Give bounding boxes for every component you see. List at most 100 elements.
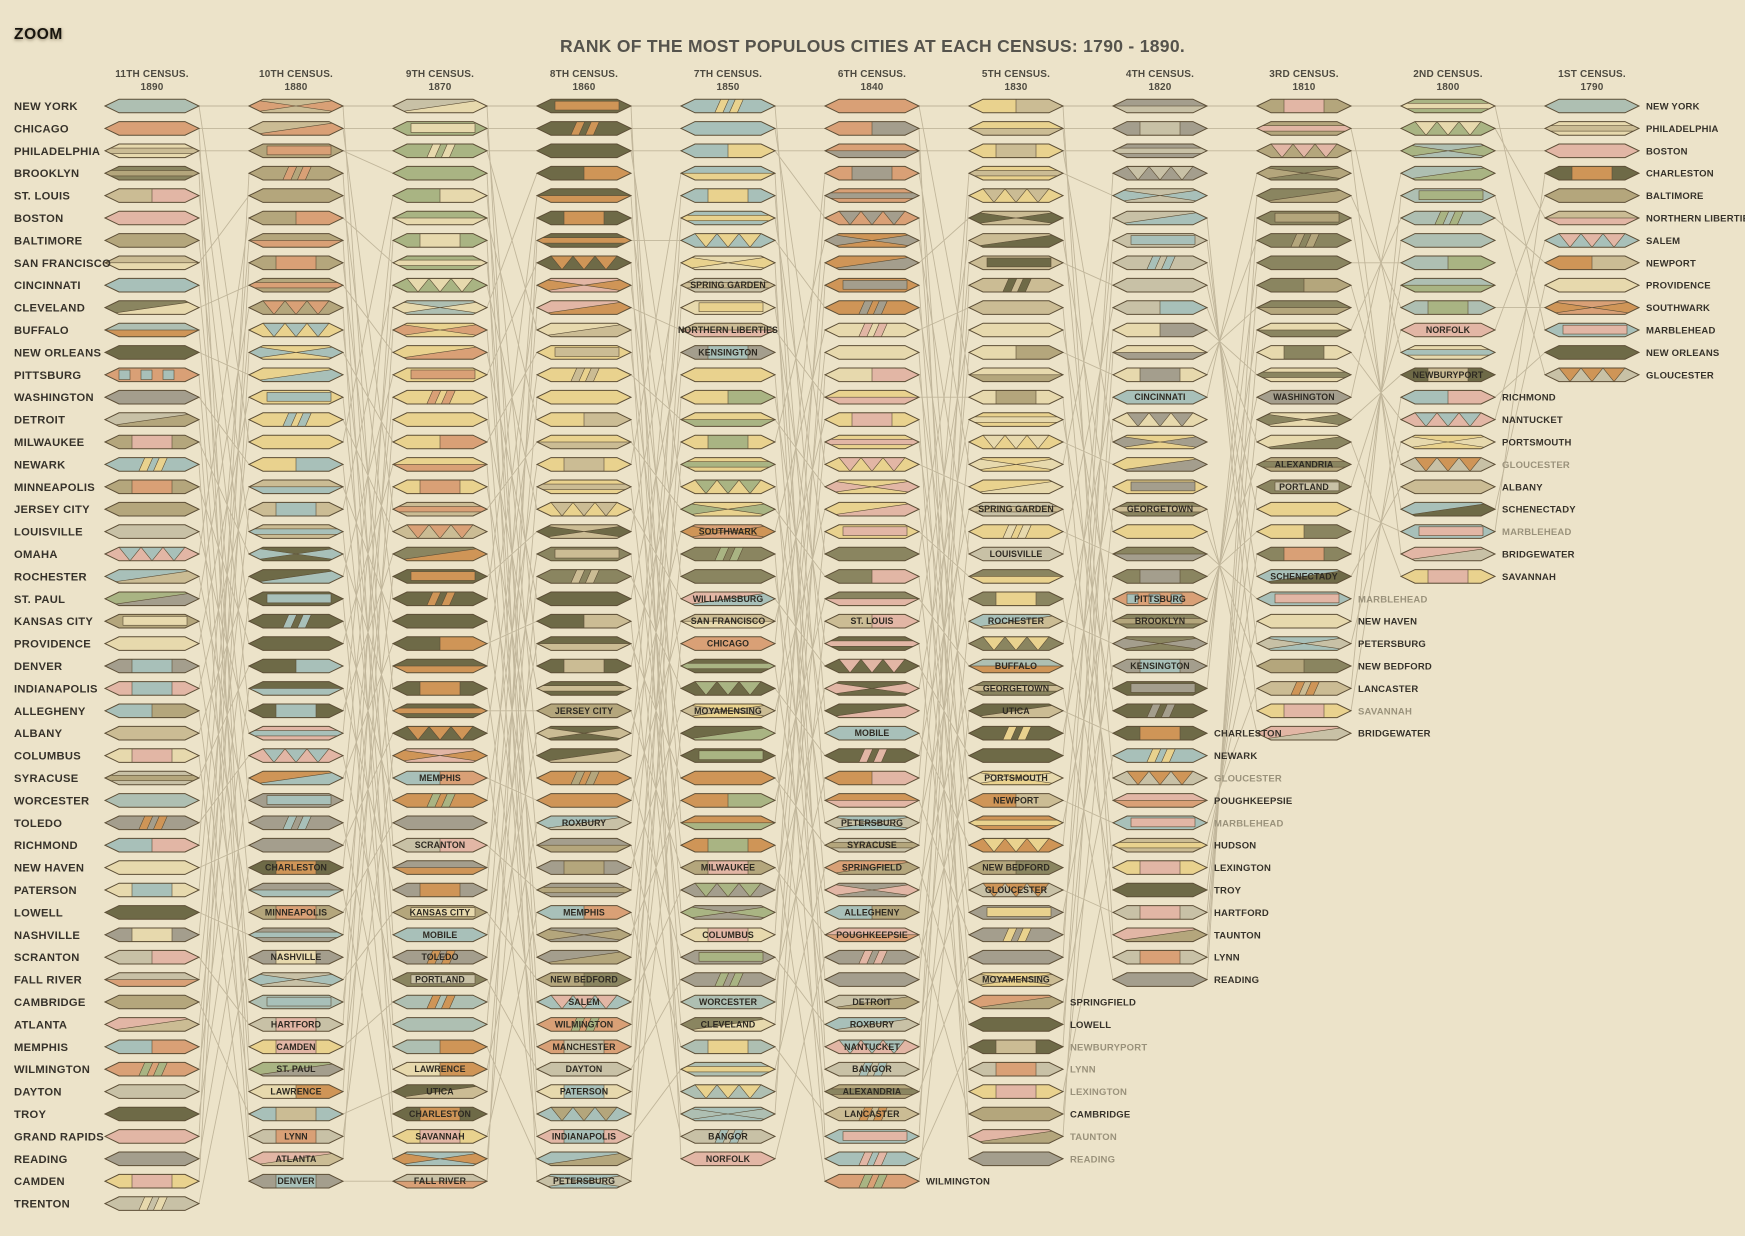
city-capsule[interactable]: [967, 860, 1065, 875]
city-capsule[interactable]: [679, 457, 777, 472]
city-capsule[interactable]: [1399, 501, 1497, 517]
city-capsule[interactable]: [247, 367, 345, 383]
city-capsule[interactable]: [535, 300, 633, 315]
city-capsule[interactable]: [391, 613, 489, 629]
city-capsule[interactable]: [967, 1129, 1065, 1144]
city-capsule[interactable]: [247, 1084, 345, 1099]
city-capsule[interactable]: [823, 524, 921, 539]
city-capsule[interactable]: [103, 770, 201, 786]
city-capsule[interactable]: [535, 770, 633, 786]
city-capsule[interactable]: [391, 658, 489, 674]
city-capsule[interactable]: [823, 1017, 921, 1032]
city-capsule[interactable]: [247, 210, 345, 226]
city-capsule[interactable]: [1111, 322, 1209, 338]
city-capsule[interactable]: [247, 165, 345, 181]
city-capsule[interactable]: [535, 98, 633, 114]
city-capsule[interactable]: [103, 143, 201, 159]
city-capsule[interactable]: [679, 703, 777, 719]
city-capsule[interactable]: [535, 277, 633, 293]
city-capsule[interactable]: [247, 770, 345, 786]
city-capsule[interactable]: [535, 860, 633, 875]
city-capsule[interactable]: [1255, 165, 1353, 181]
city-capsule[interactable]: [679, 524, 777, 539]
city-capsule[interactable]: [391, 479, 489, 495]
city-capsule[interactable]: [1255, 300, 1353, 315]
city-capsule[interactable]: [535, 434, 633, 450]
city-capsule[interactable]: [679, 748, 777, 763]
city-capsule[interactable]: [823, 725, 921, 741]
city-capsule[interactable]: [679, 1084, 777, 1099]
city-capsule[interactable]: [1543, 121, 1641, 136]
city-capsule[interactable]: [247, 1061, 345, 1077]
city-capsule[interactable]: [679, 1129, 777, 1144]
city-capsule[interactable]: [247, 389, 345, 405]
city-capsule[interactable]: [967, 1151, 1065, 1167]
city-capsule[interactable]: [247, 143, 345, 159]
city-capsule[interactable]: [391, 837, 489, 853]
city-capsule[interactable]: [679, 681, 777, 696]
city-capsule[interactable]: [1111, 188, 1209, 203]
city-capsule[interactable]: [535, 658, 633, 674]
city-capsule[interactable]: [1399, 367, 1497, 383]
city-capsule[interactable]: [823, 972, 921, 987]
city-capsule[interactable]: [967, 546, 1065, 562]
city-capsule[interactable]: [247, 188, 345, 203]
city-capsule[interactable]: [823, 457, 921, 472]
city-capsule[interactable]: [391, 501, 489, 517]
city-capsule[interactable]: [967, 837, 1065, 853]
city-capsule[interactable]: [1111, 143, 1209, 159]
city-capsule[interactable]: [967, 143, 1065, 159]
city-capsule[interactable]: [1399, 412, 1497, 427]
city-capsule[interactable]: [391, 770, 489, 786]
city-capsule[interactable]: [103, 300, 201, 315]
city-capsule[interactable]: [391, 300, 489, 315]
city-capsule[interactable]: [247, 994, 345, 1010]
city-capsule[interactable]: [391, 793, 489, 808]
city-capsule[interactable]: [1111, 815, 1209, 831]
city-capsule[interactable]: [1111, 389, 1209, 405]
city-capsule[interactable]: [391, 1129, 489, 1144]
city-capsule[interactable]: [823, 949, 921, 965]
city-capsule[interactable]: [535, 367, 633, 383]
city-capsule[interactable]: [823, 681, 921, 696]
city-capsule[interactable]: [967, 905, 1065, 920]
city-capsule[interactable]: [967, 703, 1065, 719]
city-capsule[interactable]: [247, 524, 345, 539]
city-capsule[interactable]: [679, 1151, 777, 1167]
city-capsule[interactable]: [247, 98, 345, 114]
city-capsule[interactable]: [535, 591, 633, 607]
city-capsule[interactable]: [535, 927, 633, 943]
city-capsule[interactable]: [679, 1017, 777, 1032]
city-capsule[interactable]: [103, 322, 201, 338]
city-capsule[interactable]: [535, 748, 633, 763]
city-capsule[interactable]: [391, 949, 489, 965]
city-capsule[interactable]: [1111, 277, 1209, 293]
city-capsule[interactable]: [391, 1151, 489, 1167]
city-capsule[interactable]: [391, 1173, 489, 1189]
city-capsule[interactable]: [1399, 165, 1497, 181]
city-capsule[interactable]: [535, 793, 633, 808]
city-capsule[interactable]: [1255, 457, 1353, 472]
city-capsule[interactable]: [535, 725, 633, 741]
city-capsule[interactable]: [967, 748, 1065, 763]
city-capsule[interactable]: [823, 703, 921, 719]
city-capsule[interactable]: [391, 591, 489, 607]
city-capsule[interactable]: [103, 524, 201, 539]
city-capsule[interactable]: [103, 569, 201, 584]
city-capsule[interactable]: [823, 748, 921, 763]
city-capsule[interactable]: [391, 98, 489, 114]
city-capsule[interactable]: [679, 994, 777, 1010]
city-capsule[interactable]: [247, 725, 345, 741]
city-capsule[interactable]: [679, 98, 777, 114]
city-capsule[interactable]: [535, 233, 633, 248]
city-capsule[interactable]: [247, 233, 345, 248]
city-capsule[interactable]: [391, 412, 489, 427]
city-capsule[interactable]: [823, 815, 921, 831]
city-capsule[interactable]: [247, 322, 345, 338]
city-capsule[interactable]: [103, 1061, 201, 1077]
city-capsule[interactable]: [967, 1017, 1065, 1032]
city-capsule[interactable]: [103, 658, 201, 674]
city-capsule[interactable]: [967, 1061, 1065, 1077]
city-capsule[interactable]: [535, 613, 633, 629]
city-capsule[interactable]: [103, 793, 201, 808]
